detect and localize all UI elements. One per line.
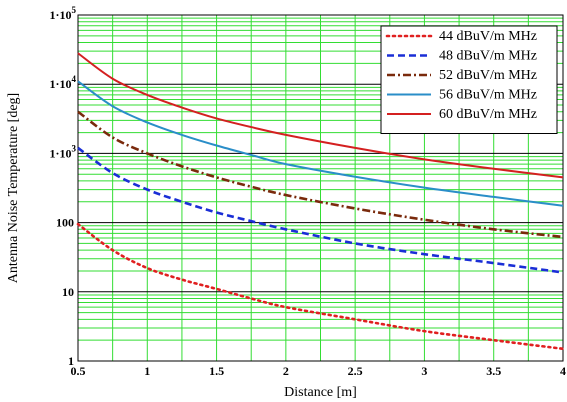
y-axis-label: Antenna Noise Temperature [deg] bbox=[6, 93, 21, 283]
legend-label: 44 dBuV/m MHz bbox=[439, 29, 537, 44]
series-line-5 bbox=[77, 52, 564, 179]
x-tick-label: 3.5 bbox=[486, 364, 501, 378]
x-tick-label: 1 bbox=[144, 364, 150, 378]
y-tick-label: 1 bbox=[68, 354, 74, 368]
x-tick-label: 3 bbox=[421, 364, 427, 378]
y-tick-label: 100 bbox=[56, 216, 74, 230]
series-line-2 bbox=[77, 146, 564, 274]
legend: 44 dBuV/m MHz 48 dBuV/m MHz 52 dBuV/m MHz 5… bbox=[380, 25, 558, 134]
legend-label: 56 dBuV/m MHz bbox=[439, 88, 537, 103]
x-tick-labels: 0.5 1 1.5 2 2.5 3 3.5 4 bbox=[71, 364, 567, 378]
series-line-1 bbox=[76, 222, 565, 351]
plot-frame bbox=[77, 14, 564, 362]
legend-box bbox=[380, 25, 558, 134]
y-tick-label: 10 bbox=[62, 285, 74, 299]
x-tick-label: 0.5 bbox=[71, 364, 86, 378]
x-axis-label: Distance [m] bbox=[284, 385, 357, 400]
legend-label: 48 dBuV/m MHz bbox=[439, 49, 537, 64]
series-line-4 bbox=[77, 80, 564, 207]
y-tick-labels: 1 10 100 1·103 1·104 1·105 bbox=[49, 5, 76, 368]
x-tick-label: 1.5 bbox=[209, 364, 224, 378]
y-tick-label: 1·105 bbox=[49, 5, 76, 22]
x-tick-label: 2 bbox=[283, 364, 289, 378]
y-tick-label: 1·104 bbox=[49, 74, 76, 91]
series-lines bbox=[76, 52, 565, 351]
series-line-3 bbox=[77, 110, 564, 239]
legend-label: 52 dBuV/m MHz bbox=[439, 68, 537, 83]
x-tick-label: 2.5 bbox=[348, 364, 363, 378]
y-tick-label: 1·103 bbox=[49, 143, 76, 160]
legend-label: 60 dBuV/m MHz bbox=[439, 107, 537, 122]
x-tick-label: 4 bbox=[560, 364, 566, 378]
